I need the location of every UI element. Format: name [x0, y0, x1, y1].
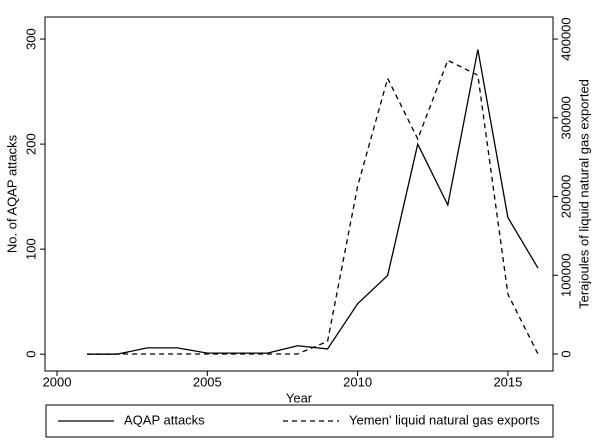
y2-tick-label: 0	[558, 350, 573, 357]
y2-tick-label: 100000	[558, 254, 573, 297]
y2-axis-title: Terajoules of liquid natural gas exporte…	[576, 79, 591, 309]
y-axis-title: No. of AQAP attacks	[4, 134, 19, 253]
series-line	[87, 49, 539, 355]
y2-tick-label: 300000	[558, 96, 573, 139]
legend-label: AQAP attacks	[124, 412, 205, 427]
y2-tick-label: 400000	[558, 17, 573, 60]
y2-tick-label: 200000	[558, 175, 573, 218]
x-axis-title: Year	[286, 390, 313, 405]
x-tick-label: 2005	[193, 374, 222, 389]
x-tick-label: 2015	[493, 374, 522, 389]
y-tick-label: 300	[23, 28, 38, 50]
legend-label: Yemen' liquid natural gas exports	[349, 412, 540, 427]
x-tick-label: 2000	[43, 374, 72, 389]
y-tick-label: 200	[23, 133, 38, 155]
series-line	[87, 59, 539, 355]
y-tick-label: 100	[23, 238, 38, 260]
plot-frame	[44, 16, 554, 372]
y-tick-label: 0	[23, 351, 38, 358]
x-tick-label: 2010	[343, 374, 372, 389]
legend	[45, 404, 554, 438]
